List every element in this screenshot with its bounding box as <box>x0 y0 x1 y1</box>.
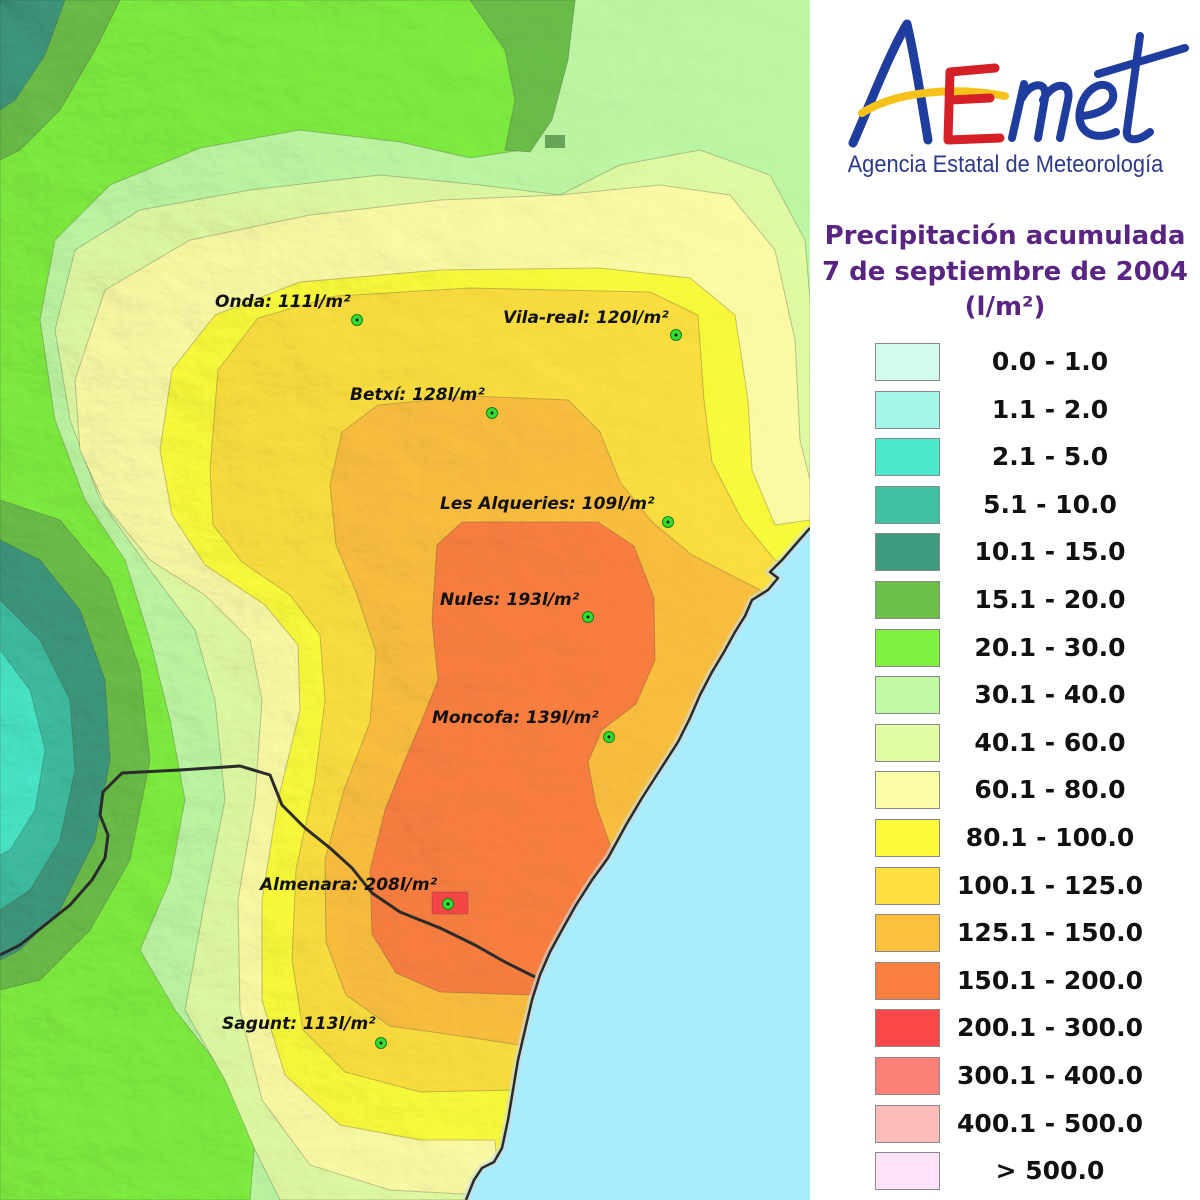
legend-swatch <box>875 1152 940 1190</box>
legend-swatch <box>875 391 940 429</box>
legend-label: 40.1 - 60.0 <box>974 728 1126 757</box>
legend-label: 125.1 - 150.0 <box>957 918 1143 947</box>
legend-swatch <box>875 629 940 667</box>
station-label-les-alqueries: Les Alqueries: 109l/m² <box>440 494 655 514</box>
station-label-moncofa: Moncofa: 139l/m² <box>432 708 599 728</box>
legend-swatch <box>875 676 940 714</box>
station-marker-vila-real <box>670 329 682 341</box>
legend-label: 300.1 - 400.0 <box>957 1061 1143 1090</box>
legend-label: 0.0 - 1.0 <box>991 347 1109 376</box>
sea <box>466 528 810 1200</box>
map-date: 7 de septiembre de 2004 <box>821 257 1188 287</box>
station-label-almenara: Almenara: 208l/m² <box>260 875 438 895</box>
province-border <box>0 764 536 979</box>
logo-letter-a <box>848 19 933 148</box>
aemet-logo <box>848 19 1189 148</box>
logo-letter-e-lower <box>1075 80 1120 140</box>
legend-label: 60.1 - 80.0 <box>974 775 1126 804</box>
map-units: (l/m²) <box>964 292 1046 322</box>
legend-swatch <box>875 343 940 381</box>
logo-swoosh <box>858 87 1009 117</box>
legend-label: 10.1 - 15.0 <box>974 537 1126 566</box>
station-markers <box>351 314 682 1049</box>
station-label-betxi: Betxí: 128l/m² <box>350 385 485 405</box>
legend-label: 100.1 - 125.0 <box>957 871 1143 900</box>
station-marker-almenara <box>442 898 454 910</box>
station-marker-nules <box>582 611 594 623</box>
station-label-vila-real: Vila-real: 120l/m² <box>503 308 669 328</box>
station-marker-les-alqueries <box>662 516 674 528</box>
legend-swatch <box>875 1009 940 1047</box>
agency-name: Agencia Estatal de Meteorología <box>810 151 1200 179</box>
legend-swatch <box>875 533 940 571</box>
legend-label: 150.1 - 200.0 <box>957 966 1143 995</box>
legend-label: 5.1 - 10.0 <box>983 490 1117 519</box>
legend-label: 20.1 - 30.0 <box>974 633 1126 662</box>
legend-panel: Agencia Estatal de Meteorología Precipit… <box>810 0 1200 1200</box>
station-label-onda: Onda: 111l/m² <box>215 292 351 312</box>
legend-swatch <box>875 914 940 952</box>
station-marker-sagunt <box>375 1037 387 1049</box>
legend-swatch <box>875 771 940 809</box>
station-label-sagunt: Sagunt: 113l/m² <box>222 1014 376 1034</box>
legend-swatch <box>875 962 940 1000</box>
legend-swatch <box>875 581 940 619</box>
legend-swatch <box>875 438 940 476</box>
legend-label: > 500.0 <box>995 1156 1105 1185</box>
map-canvas <box>0 0 810 1200</box>
legend-label: 2.1 - 5.0 <box>991 442 1109 471</box>
legend-swatch <box>875 486 940 524</box>
legend-label: 1.1 - 2.0 <box>991 395 1109 424</box>
legend-swatch <box>875 867 940 905</box>
logo-letter-m <box>1008 80 1073 142</box>
station-marker-moncofa <box>603 731 615 743</box>
legend-label: 80.1 - 100.0 <box>965 823 1135 852</box>
legend-swatch <box>875 1105 940 1143</box>
station-marker-betxi <box>486 407 498 419</box>
legend-label: 200.1 - 300.0 <box>957 1013 1143 1042</box>
legend-label: 400.1 - 500.0 <box>957 1109 1143 1138</box>
agency-name-text: Agencia Estatal de Meteorología <box>847 151 1163 178</box>
coastline <box>464 527 810 1200</box>
legend-swatch <box>875 1057 940 1095</box>
legend-swatch <box>875 724 940 762</box>
legend-label: 15.1 - 20.0 <box>974 585 1126 614</box>
map-area: Onda: 111l/m² Vila-real: 120l/m² Betxí: … <box>0 0 810 1200</box>
legend-swatch <box>875 819 940 857</box>
map-title: Precipitación acumulada <box>824 221 1186 251</box>
logo-letter-t <box>1094 32 1189 144</box>
legend-label: 30.1 - 40.0 <box>974 680 1126 709</box>
station-marker-onda <box>351 314 363 326</box>
station-label-nules: Nules: 193l/m² <box>440 590 580 610</box>
logo-letter-e <box>943 63 1005 145</box>
